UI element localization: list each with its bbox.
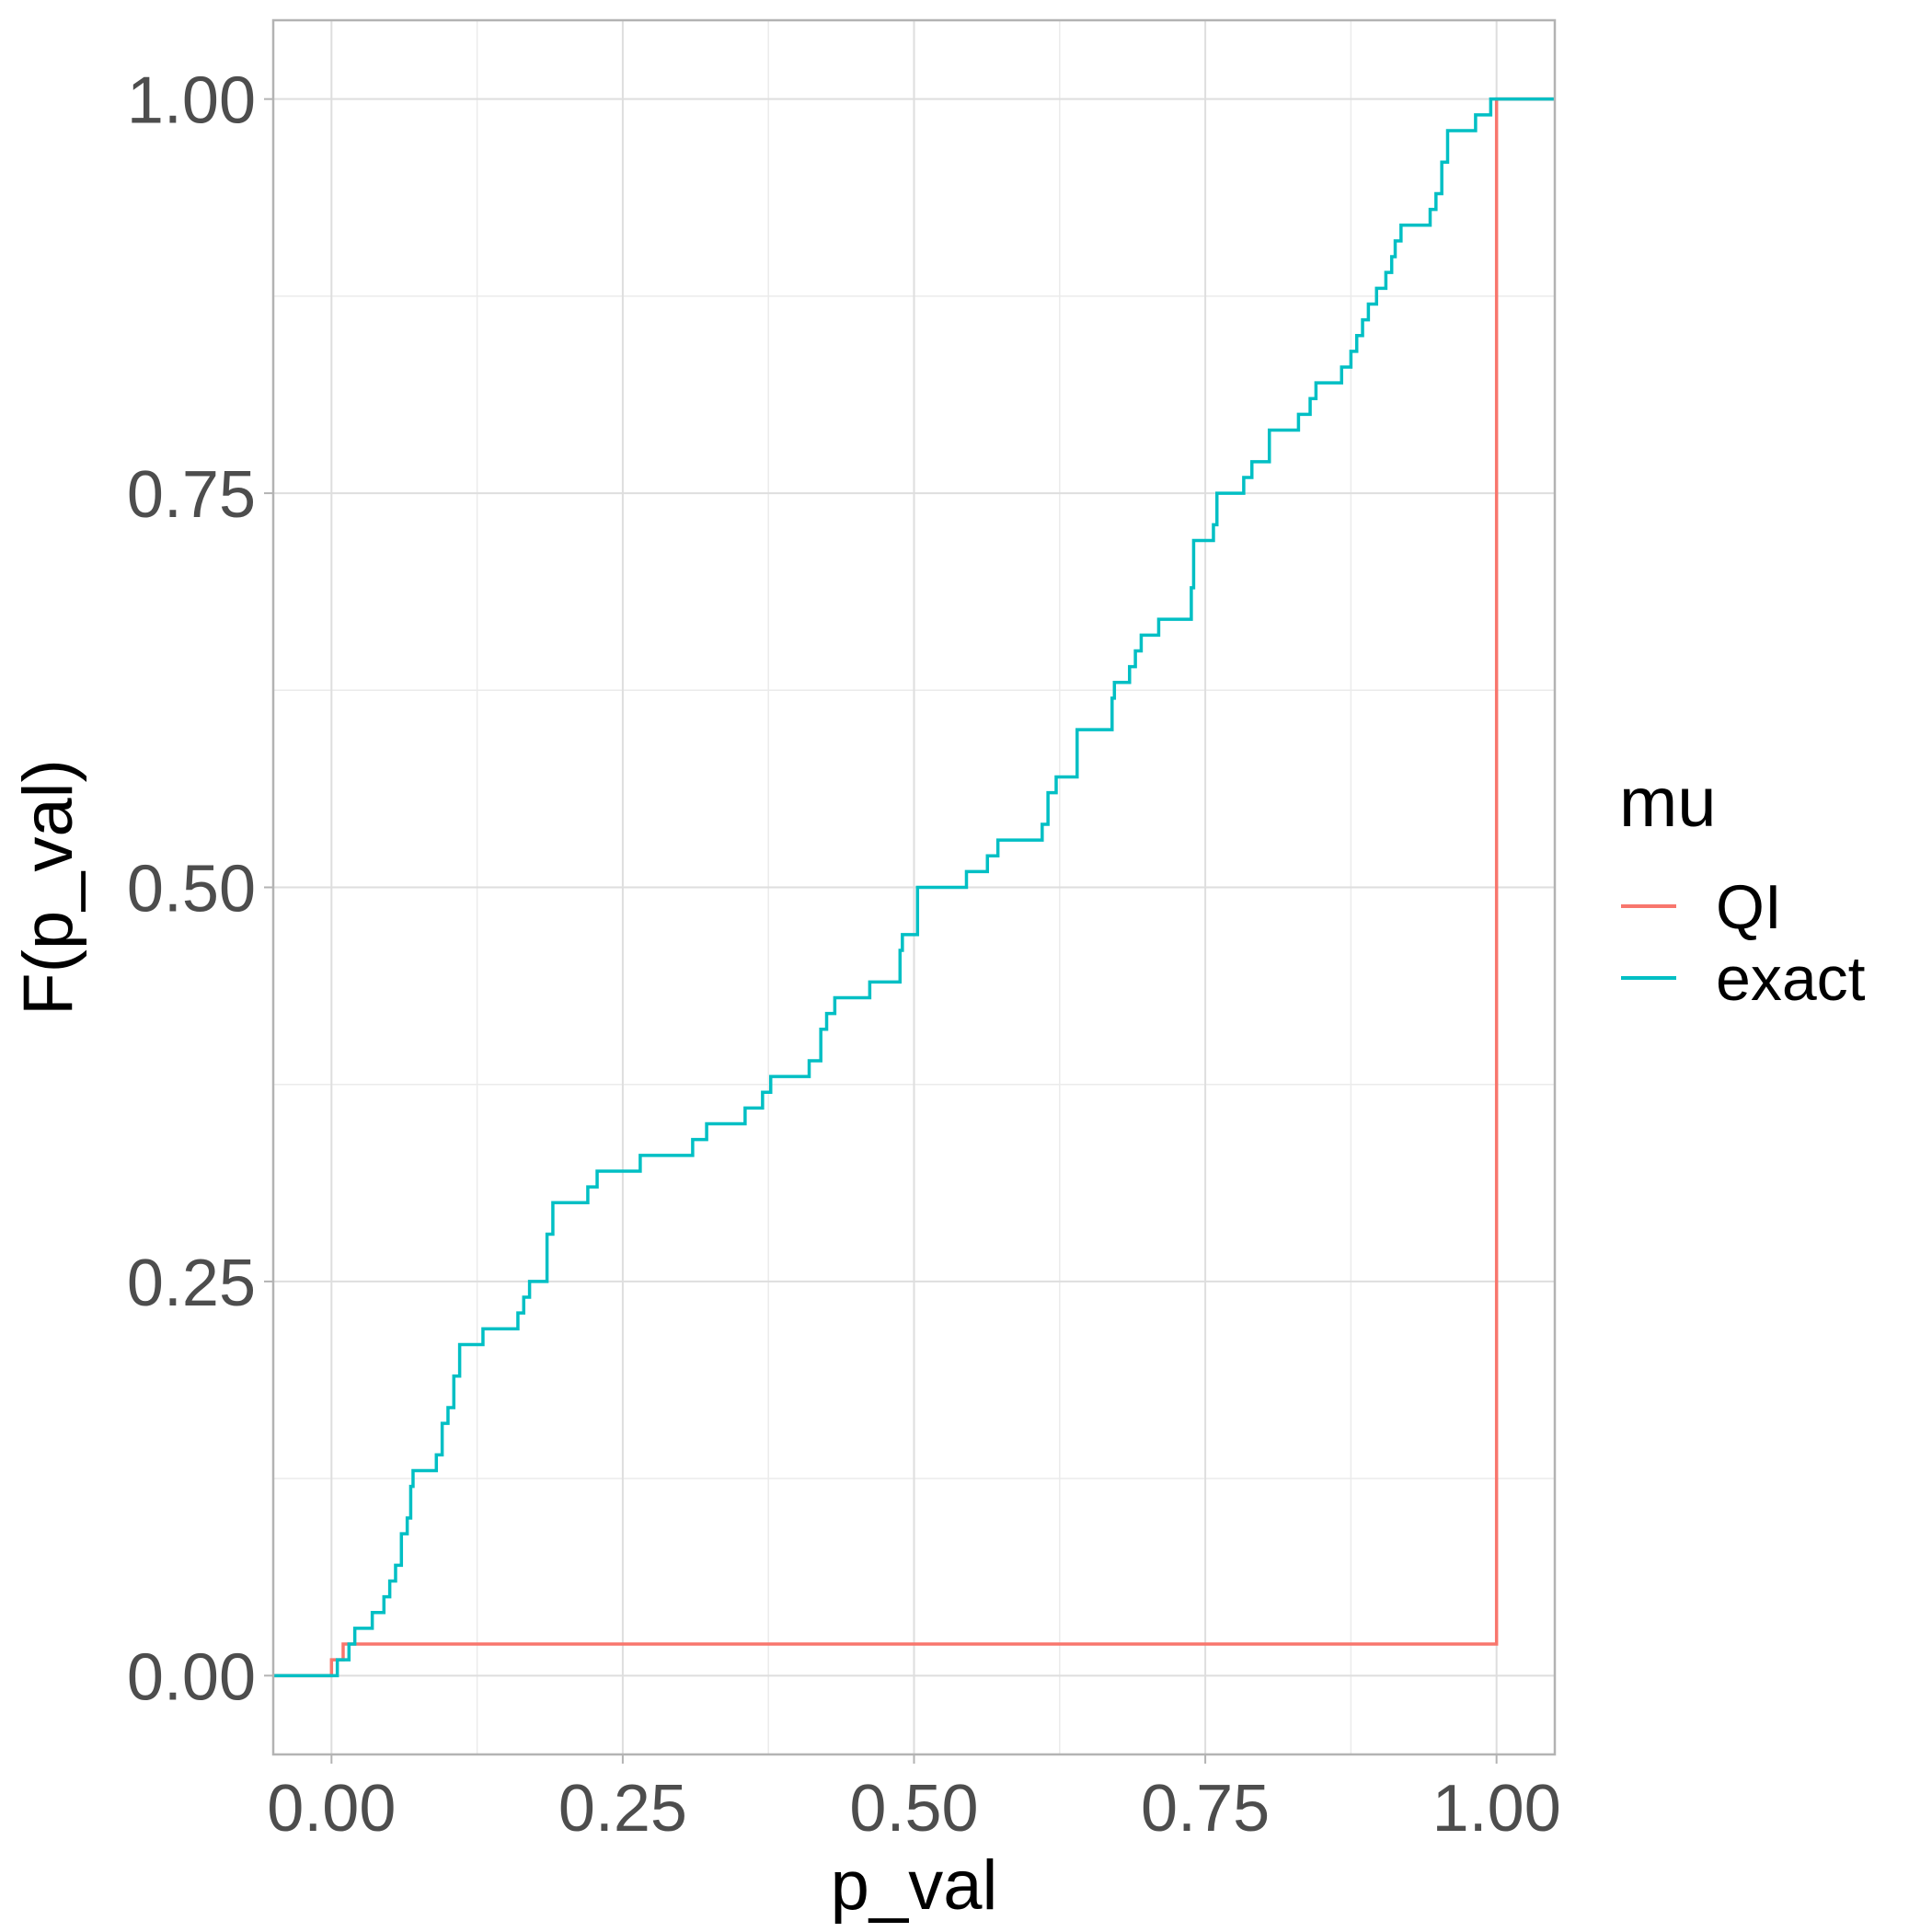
x-axis-title: p_val xyxy=(831,1846,998,1925)
x-tick-label: 0.00 xyxy=(267,1772,396,1846)
series-line-qi xyxy=(273,97,1555,1678)
y-axis-title: F(p_val) xyxy=(9,759,87,1016)
legend-label-exact: exact xyxy=(1716,944,1866,1014)
x-axis-ticks: 0.00 0.25 0.50 0.75 1.00 xyxy=(267,1754,1561,1846)
y-tick-label: 0.00 xyxy=(127,1640,256,1714)
x-tick-label: 0.25 xyxy=(558,1772,687,1846)
series-line-exact xyxy=(273,97,1555,1678)
y-tick-label: 0.25 xyxy=(127,1247,256,1320)
y-tick-label: 1.00 xyxy=(127,64,256,138)
y-axis-ticks: 0.00 0.25 0.50 0.75 1.00 xyxy=(127,64,273,1714)
x-tick-label: 0.75 xyxy=(1141,1772,1270,1846)
legend-title: mu xyxy=(1619,764,1717,842)
x-tick-label: 1.00 xyxy=(1432,1772,1561,1846)
legend-label-qi: QI xyxy=(1716,872,1782,942)
major-gridlines xyxy=(273,20,1555,1754)
y-tick-label: 0.50 xyxy=(127,853,256,926)
x-tick-label: 0.50 xyxy=(849,1772,978,1846)
series-layer xyxy=(273,97,1555,1678)
y-tick-label: 0.75 xyxy=(127,458,256,532)
